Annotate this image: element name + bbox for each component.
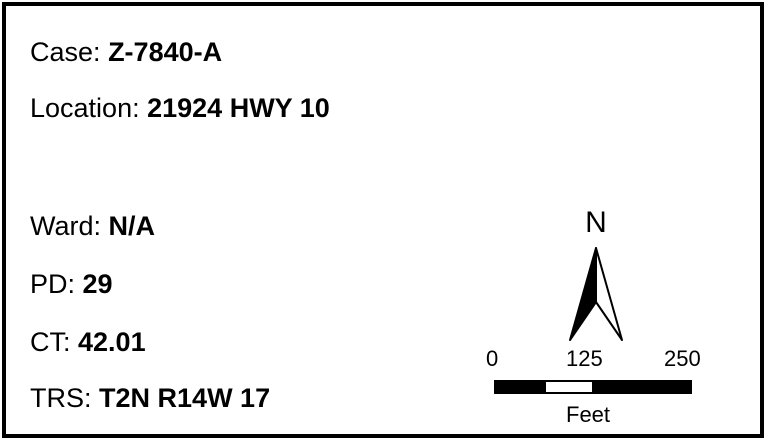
case-value: Z-7840-A <box>108 37 223 67</box>
scale-units: Feet <box>566 402 611 427</box>
scale-segment <box>544 380 594 394</box>
north-arrow-icon <box>569 247 623 341</box>
location-value: 21924 HWY 10 <box>147 93 330 123</box>
trs-value: T2N R14W 17 <box>99 383 271 413</box>
scale-segment <box>594 380 692 394</box>
ward-value: N/A <box>108 211 156 241</box>
pd-line: PD: 29 <box>30 268 113 300</box>
scale-tick-label: 125 <box>566 346 603 371</box>
scale-tick-label: 0 <box>486 346 499 371</box>
pd-value: 29 <box>82 269 113 299</box>
scale-bar: 0 125 250 Feet <box>486 346 722 432</box>
north-letter: N <box>585 206 607 239</box>
trs-label: TRS: <box>30 383 92 413</box>
case-line: Case: Z-7840-A <box>30 36 222 68</box>
ct-label: CT: <box>30 327 71 357</box>
scale-segment <box>494 380 544 394</box>
ct-line: CT: 42.01 <box>30 326 146 358</box>
pd-label: PD: <box>30 269 76 299</box>
case-label: Case: <box>30 37 101 67</box>
location-line: Location: 21924 HWY 10 <box>30 92 330 124</box>
scale-tick-label: 250 <box>664 346 701 371</box>
ct-value: 42.01 <box>78 327 146 357</box>
ward-label: Ward: <box>30 211 102 241</box>
location-label: Location: <box>30 93 140 123</box>
trs-line: TRS: T2N R14W 17 <box>30 382 270 414</box>
map-frame <box>2 2 764 438</box>
ward-line: Ward: N/A <box>30 210 155 242</box>
north-arrow: N <box>560 206 632 346</box>
